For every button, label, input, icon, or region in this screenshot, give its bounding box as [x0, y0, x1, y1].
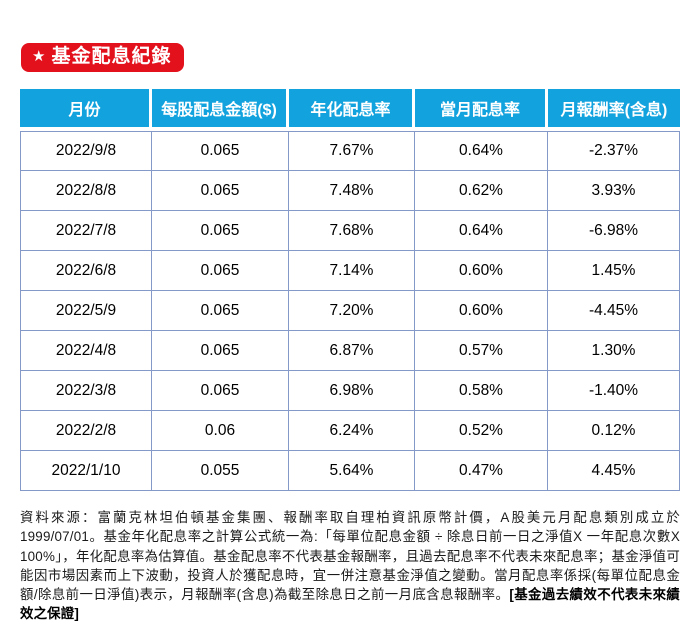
cell-month: 2022/8/8: [20, 171, 152, 211]
cell-month: 2022/9/8: [20, 131, 152, 171]
footnote: 資料來源：富蘭克林坦伯頓基金集團、報酬率取自理柏資訊原幣計價，A股美元月配息類別…: [20, 508, 680, 624]
cell-annualized-yield: 6.98%: [289, 371, 415, 411]
cell-monthly-yield: 0.52%: [415, 411, 548, 451]
table-row: 2022/9/8 0.065 7.67% 0.64% -2.37%: [20, 131, 680, 171]
footnote-text: 資料來源：富蘭克林坦伯頓基金集團、報酬率取自理柏資訊原幣計價，A股美元月配息類別…: [20, 510, 680, 603]
cell-monthly-return: -1.40%: [548, 371, 680, 411]
cell-annualized-yield: 7.48%: [289, 171, 415, 211]
table-row: 2022/2/8 0.06 6.24% 0.52% 0.12%: [20, 411, 680, 451]
header-cell-dividend-per-share: 每股配息金額($): [152, 89, 289, 131]
cell-annualized-yield: 7.67%: [289, 131, 415, 171]
cell-dividend-per-share: 0.065: [152, 131, 289, 171]
header-cell-monthly-yield: 當月配息率: [415, 89, 548, 131]
cell-monthly-yield: 0.57%: [415, 331, 548, 371]
footnote-disclaimer: [基金過去績效不代表未來績效之保證]: [20, 587, 681, 622]
cell-monthly-yield: 0.47%: [415, 451, 548, 491]
cell-annualized-yield: 5.64%: [289, 451, 415, 491]
table-row: 2022/6/8 0.065 7.14% 0.60% 1.45%: [20, 251, 680, 291]
cell-month: 2022/6/8: [20, 251, 152, 291]
page: ★ 基金配息紀錄 月份 每股配息金額($) 年化配息率 當月配息率 月報酬率(含息) 2…: [20, 43, 680, 624]
table-row: 2022/4/8 0.065 6.87% 0.57% 1.30%: [20, 331, 680, 371]
header-cell-month: 月份: [20, 89, 152, 131]
cell-dividend-per-share: 0.065: [152, 171, 289, 211]
section-title-badge: ★ 基金配息紀錄: [21, 43, 185, 72]
cell-month: 2022/5/9: [20, 291, 152, 331]
table-row: 2022/3/8 0.065 6.98% 0.58% -1.40%: [20, 371, 680, 411]
cell-monthly-return: -2.37%: [548, 131, 680, 171]
cell-month: 2022/7/8: [20, 211, 152, 251]
section-title: 基金配息紀錄: [51, 46, 172, 67]
cell-monthly-yield: 0.58%: [415, 371, 548, 411]
cell-monthly-return: -6.98%: [548, 211, 680, 251]
cell-month: 2022/1/10: [20, 451, 152, 491]
cell-dividend-per-share: 0.055: [152, 451, 289, 491]
cell-monthly-yield: 0.62%: [415, 171, 548, 211]
cell-dividend-per-share: 0.065: [152, 371, 289, 411]
table-row: 2022/5/9 0.065 7.20% 0.60% -4.45%: [20, 291, 680, 331]
cell-month: 2022/2/8: [20, 411, 152, 451]
cell-month: 2022/3/8: [20, 371, 152, 411]
cell-dividend-per-share: 0.065: [152, 331, 289, 371]
table-row: 2022/8/8 0.065 7.48% 0.62% 3.93%: [20, 171, 680, 211]
cell-dividend-per-share: 0.065: [152, 291, 289, 331]
cell-monthly-return: 4.45%: [548, 451, 680, 491]
cell-annualized-yield: 6.24%: [289, 411, 415, 451]
cell-monthly-return: 0.12%: [548, 411, 680, 451]
table-header-row: 月份 每股配息金額($) 年化配息率 當月配息率 月報酬率(含息): [20, 89, 680, 131]
cell-monthly-yield: 0.60%: [415, 251, 548, 291]
dividend-record-table: 月份 每股配息金額($) 年化配息率 當月配息率 月報酬率(含息) 2022/9/8 0.…: [20, 89, 680, 491]
header-cell-monthly-return: 月報酬率(含息): [548, 89, 680, 131]
cell-monthly-return: -4.45%: [548, 291, 680, 331]
cell-dividend-per-share: 0.065: [152, 211, 289, 251]
cell-annualized-yield: 7.20%: [289, 291, 415, 331]
cell-monthly-yield: 0.60%: [415, 291, 548, 331]
table-row: 2022/1/10 0.055 5.64% 0.47% 4.45%: [20, 451, 680, 491]
cell-annualized-yield: 7.14%: [289, 251, 415, 291]
cell-monthly-yield: 0.64%: [415, 211, 548, 251]
star-icon: ★: [32, 48, 46, 65]
cell-monthly-return: 3.93%: [548, 171, 680, 211]
cell-monthly-yield: 0.64%: [415, 131, 548, 171]
cell-annualized-yield: 6.87%: [289, 331, 415, 371]
cell-dividend-per-share: 0.065: [152, 251, 289, 291]
table-header: 月份 每股配息金額($) 年化配息率 當月配息率 月報酬率(含息): [20, 89, 680, 131]
cell-month: 2022/4/8: [20, 331, 152, 371]
cell-monthly-return: 1.45%: [548, 251, 680, 291]
cell-monthly-return: 1.30%: [548, 331, 680, 371]
table-body: 2022/9/8 0.065 7.67% 0.64% -2.37% 2022/8/8 0.0…: [20, 131, 680, 491]
cell-dividend-per-share: 0.06: [152, 411, 289, 451]
table-row: 2022/7/8 0.065 7.68% 0.64% -6.98%: [20, 211, 680, 251]
header-cell-annualized-yield: 年化配息率: [289, 89, 415, 131]
cell-annualized-yield: 7.68%: [289, 211, 415, 251]
